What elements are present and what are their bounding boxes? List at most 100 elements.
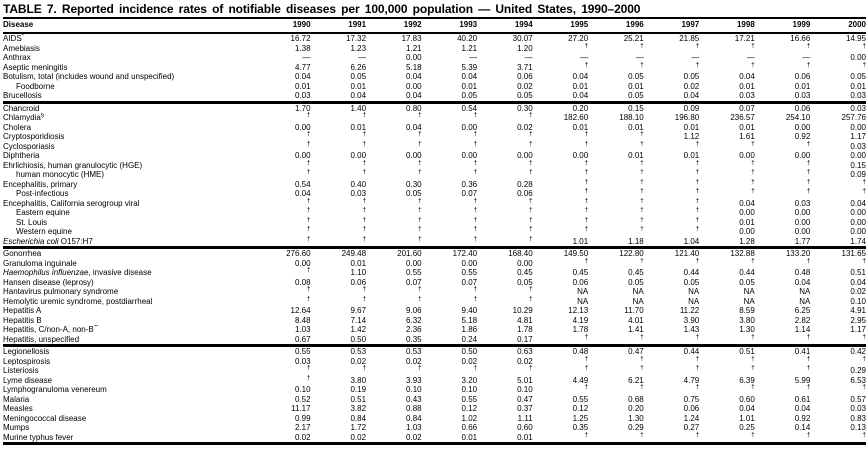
value-cell: 0.04 xyxy=(850,277,866,287)
table-row: Hepatitis A 12.64 9.67 9.06 9.40 10.29 12.13 11… xyxy=(3,306,866,316)
value-cell: 27.20 xyxy=(568,34,589,43)
value-cell: † xyxy=(644,207,700,218)
not-notifiable-dagger: † xyxy=(473,130,478,138)
value-cell: † xyxy=(533,257,589,269)
value-cell: — xyxy=(524,53,533,62)
not-notifiable-dagger: † xyxy=(751,60,755,68)
value-cell: † xyxy=(644,355,700,367)
not-notifiable-dagger: † xyxy=(584,206,589,214)
value-cell: † xyxy=(255,226,311,237)
value-cell: 0.00 xyxy=(850,227,866,236)
value-cell: 0.53 xyxy=(366,344,422,357)
value-cell: † xyxy=(755,41,811,54)
table-row: Legionellosis 0.55 0.53 0.53 0.50 0.63 0.48 0.4… xyxy=(3,344,866,357)
value-cell: † xyxy=(644,140,700,152)
not-notifiable-dagger: † xyxy=(584,354,589,362)
value-cell: † xyxy=(810,384,866,395)
value-cell: 0.02 xyxy=(406,356,422,366)
not-notifiable-dagger: † xyxy=(473,139,478,147)
value-cell: † xyxy=(810,61,866,73)
value-cell: NA xyxy=(799,296,811,306)
value-cell: 0.20 xyxy=(532,100,589,113)
not-notifiable-dagger: † xyxy=(584,430,589,438)
table-row: Anthrax — — 0.00 — — — — — — — 0.00 xyxy=(3,53,866,63)
disease-label: Eastern equine xyxy=(16,208,70,217)
not-notifiable-dagger: † xyxy=(473,294,478,302)
value-cell: 0.54 xyxy=(294,179,311,189)
value-cell: 0.04 xyxy=(461,72,478,81)
value-cell: † xyxy=(366,365,422,376)
value-cell: 0.03 xyxy=(794,198,811,208)
not-notifiable-dagger: † xyxy=(751,354,755,362)
value-cell: 0.00 xyxy=(406,53,422,62)
value-cell: † xyxy=(699,332,755,346)
value-cell: 0.00 xyxy=(350,151,367,160)
value-cell: 1.01 xyxy=(739,413,755,423)
not-notifiable-dagger: † xyxy=(695,364,700,372)
value-cell: † xyxy=(810,42,866,54)
value-cell: 1.11 xyxy=(517,413,533,423)
value-cell: 6.53 xyxy=(850,375,866,385)
not-notifiable-dagger: † xyxy=(417,225,422,233)
not-notifiable-dagger: † xyxy=(806,177,811,185)
not-notifiable-dagger: † xyxy=(640,225,644,233)
value-cell: 6.39 xyxy=(739,375,755,385)
column-header-year: 1993 xyxy=(421,17,478,34)
value-cell: 0.00 xyxy=(850,151,866,160)
table-row: Listeriosis † † † † † † † † † † 0.29 xyxy=(3,364,866,376)
value-cell: 0.60 xyxy=(739,394,755,404)
value-cell: 0.36 xyxy=(461,179,478,189)
value-cell: † xyxy=(644,226,700,237)
not-notifiable-dagger: † xyxy=(806,41,811,49)
value-cell: † xyxy=(255,131,311,142)
table-row: Mumps 2.17 1.72 1.03 0.66 0.60 0.35 0.29 0.27 0.2… xyxy=(3,423,866,433)
value-cell: 0.57 xyxy=(850,394,866,404)
value-cell: 0.24 xyxy=(461,334,478,344)
value-cell: 3.82 xyxy=(350,404,367,413)
column-header-disease: Disease xyxy=(3,17,255,34)
not-notifiable-dagger: † xyxy=(529,168,533,176)
column-header-year: 1990 xyxy=(255,17,311,34)
not-notifiable-dagger: † xyxy=(751,332,755,340)
value-cell: † xyxy=(311,112,366,123)
disease-label: Brucellosis xyxy=(3,91,42,100)
value-cell: † xyxy=(533,178,589,190)
not-notifiable-dagger: † xyxy=(640,60,644,68)
value-cell: † xyxy=(422,112,478,123)
value-cell: † xyxy=(366,112,422,123)
value-cell: 0.01 xyxy=(421,432,478,445)
value-cell: † xyxy=(755,177,811,190)
value-cell: † xyxy=(699,384,755,395)
value-cell: † xyxy=(366,131,422,142)
not-notifiable-dagger: † xyxy=(362,130,367,138)
value-cell: 0.03 xyxy=(739,91,755,100)
not-notifiable-dagger: † xyxy=(640,215,644,223)
value-cell: 0.04 xyxy=(850,198,866,208)
value-cell: 0.09 xyxy=(850,170,866,179)
not-notifiable-dagger: † xyxy=(640,196,644,204)
value-cell: 4.49 xyxy=(572,375,589,385)
not-notifiable-dagger: † xyxy=(806,168,811,176)
value-cell: 1.78 xyxy=(517,325,533,334)
not-notifiable-dagger: † xyxy=(584,364,589,372)
not-notifiable-dagger: † xyxy=(862,332,866,340)
value-cell: † xyxy=(255,207,311,218)
not-notifiable-dagger: † xyxy=(306,139,311,147)
value-cell: 0.01 xyxy=(477,432,533,445)
value-cell: † xyxy=(533,188,589,199)
value-cell: — xyxy=(358,53,367,62)
disease-label: Gonorrhea xyxy=(3,246,255,259)
value-cell: 0.10 xyxy=(517,385,533,394)
value-cell: 10.29 xyxy=(512,306,533,315)
disease-label: Chlamydia§ xyxy=(3,113,45,122)
value-cell: † xyxy=(533,61,589,73)
value-cell: 14.95 xyxy=(845,34,866,43)
not-notifiable-dagger: † xyxy=(306,215,311,223)
value-cell: 0.04 xyxy=(572,91,589,100)
value-cell: 0.00 xyxy=(794,151,811,160)
not-notifiable-dagger: † xyxy=(751,430,755,438)
value-cell: 0.50 xyxy=(350,334,367,344)
value-cell: † xyxy=(533,354,589,367)
not-notifiable-dagger: † xyxy=(306,294,311,302)
not-notifiable-dagger: † xyxy=(751,256,755,264)
